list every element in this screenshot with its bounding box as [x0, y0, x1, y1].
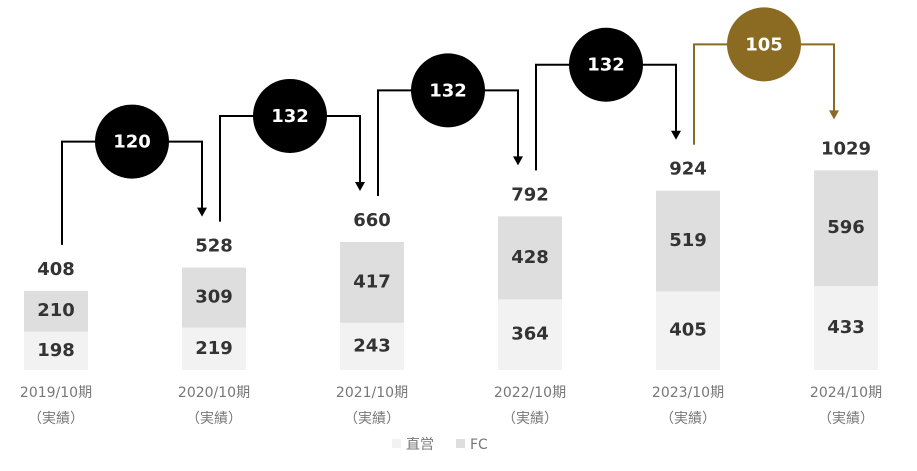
- bar-segment: [656, 190, 720, 292]
- value-label: 309: [195, 287, 233, 308]
- bar-segment: [340, 322, 404, 370]
- value-label: 433: [827, 317, 865, 338]
- increment-label: 120: [113, 132, 151, 153]
- total-label: 528: [195, 236, 233, 257]
- arrow-head: [671, 130, 681, 140]
- total-label: 924: [669, 159, 707, 180]
- legend-swatch: [392, 439, 401, 448]
- increment-badge: [95, 104, 169, 179]
- increment-badge: [411, 53, 485, 128]
- value-label: 364: [511, 324, 549, 345]
- bar-segment: [498, 299, 562, 370]
- bar-segment: [498, 216, 562, 300]
- arrow-head: [513, 156, 523, 166]
- arrow-head: [355, 181, 365, 191]
- value-label: 405: [669, 320, 707, 341]
- x-tick-label: 2023/10期: [652, 385, 724, 401]
- bar-segment: [656, 291, 720, 370]
- increment-label: 132: [429, 80, 467, 101]
- bar-segment: [182, 327, 246, 370]
- bar-segment: [814, 170, 878, 286]
- total-label: 792: [511, 184, 549, 205]
- value-label: 219: [195, 338, 233, 359]
- x-tick-note: （実績）: [818, 411, 874, 427]
- arrow-head: [197, 207, 207, 217]
- x-tick-label: 2022/10期: [494, 385, 566, 401]
- increment-label: 132: [271, 106, 309, 127]
- bar-segment: [24, 331, 88, 370]
- x-tick-label: 2024/10期: [810, 385, 882, 401]
- arrow-head: [829, 110, 839, 120]
- value-label: 519: [669, 230, 707, 251]
- legend-label: 直営: [406, 436, 434, 453]
- increment-badge: [569, 27, 643, 102]
- bar-segment: [182, 267, 246, 328]
- total-label: 1029: [821, 138, 871, 159]
- bar-segment: [340, 241, 404, 323]
- increment-label: 132: [587, 55, 625, 76]
- value-label: 210: [37, 300, 75, 321]
- x-tick-note: （実績）: [660, 411, 716, 427]
- legend-label: FC: [470, 437, 488, 453]
- value-label: 417: [353, 271, 391, 292]
- value-label: 596: [827, 217, 865, 238]
- value-label: 428: [511, 247, 549, 268]
- value-label: 198: [37, 340, 75, 361]
- x-tick-note: （実績）: [28, 411, 84, 427]
- x-tick-note: （実績）: [502, 411, 558, 427]
- bar-segment: [814, 285, 878, 370]
- x-tick-label: 2021/10期: [336, 385, 408, 401]
- x-tick-label: 2019/10期: [20, 385, 92, 401]
- increment-label: 105: [745, 34, 783, 55]
- x-tick-note: （実績）: [344, 411, 400, 427]
- x-tick-note: （実績）: [186, 411, 242, 427]
- total-label: 408: [37, 259, 75, 280]
- total-label: 660: [353, 210, 391, 231]
- bar-segment: [24, 290, 88, 332]
- value-label: 243: [353, 335, 391, 356]
- x-tick-label: 2020/10期: [178, 385, 250, 401]
- increment-badge: [727, 7, 801, 82]
- increment-badge: [253, 78, 327, 153]
- legend-swatch: [456, 439, 465, 448]
